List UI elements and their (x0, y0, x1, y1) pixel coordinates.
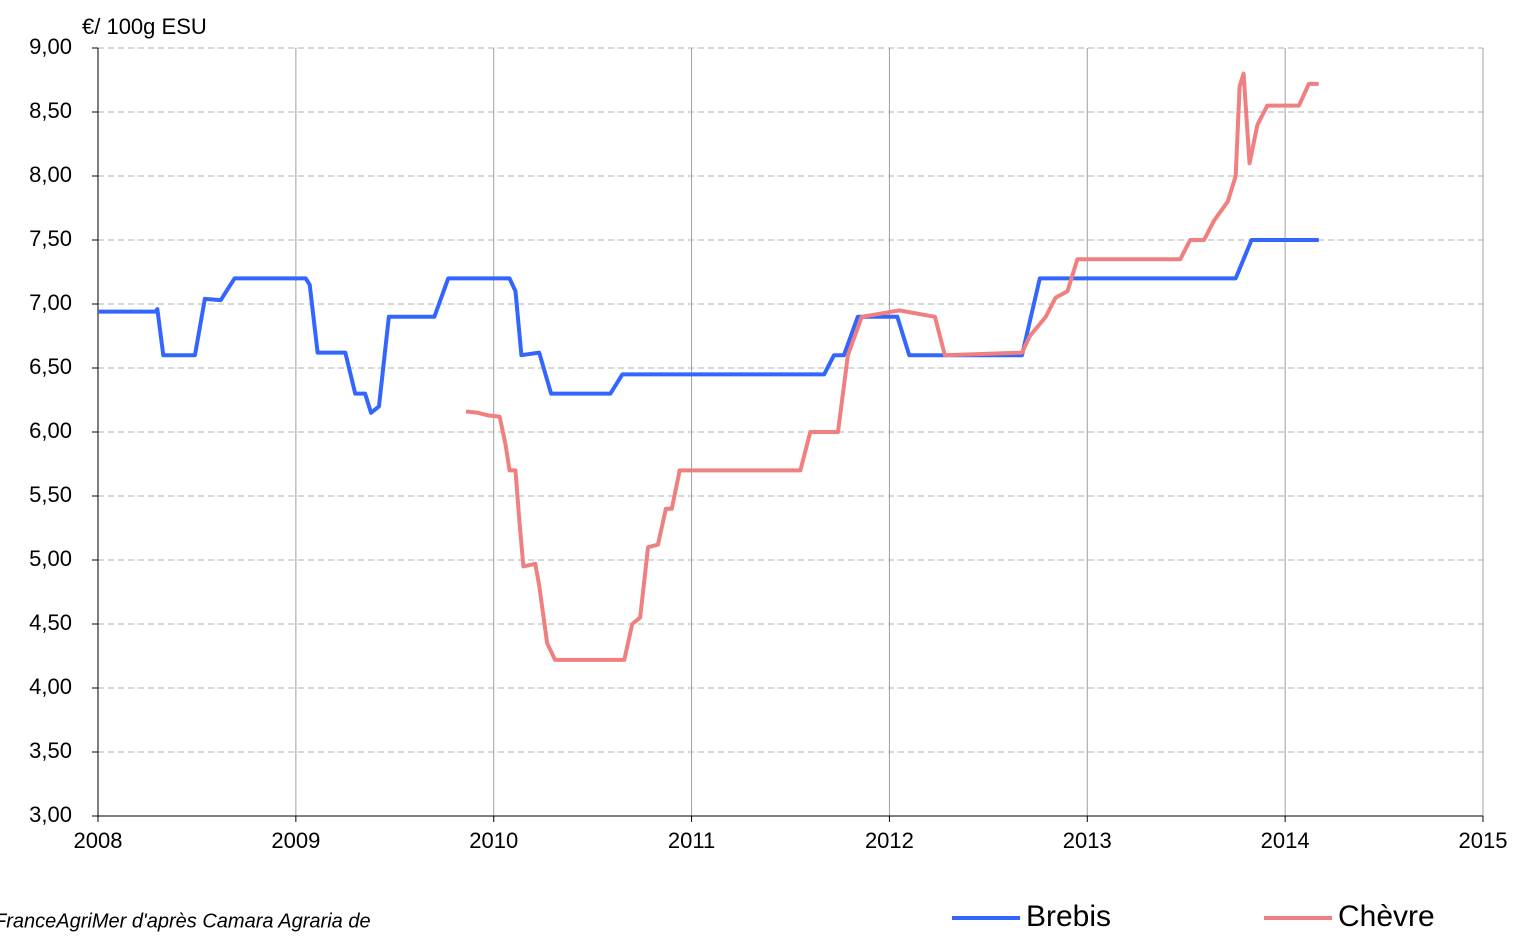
x-tick-label: 2008 (74, 828, 123, 853)
y-tick-label: 7,50 (29, 226, 72, 251)
source: FranceAgriMer d'après Camara Agraria de (0, 910, 371, 932)
y-tick-label: 6,50 (29, 354, 72, 379)
x-tick-label: 2012 (865, 828, 914, 853)
y-tick-label: 3,00 (29, 802, 72, 827)
y-tick-label: 4,00 (29, 674, 72, 699)
y-tick-label: 5,50 (29, 482, 72, 507)
x-tick-label: 2013 (1063, 828, 1112, 853)
y-axis-title: €/ 100g ESU (82, 14, 207, 39)
y-tick-label: 3,50 (29, 738, 72, 763)
legend-label: Chèvre (1338, 900, 1435, 933)
legend-label: Brebis (1026, 900, 1111, 933)
y-tick-label: 7,00 (29, 290, 72, 315)
y-tick-label: 4,50 (29, 610, 72, 635)
x-tick-label: 2014 (1261, 828, 1310, 853)
y-tick-label: 8,00 (29, 162, 72, 187)
y-tick-label: 6,00 (29, 418, 72, 443)
y-tick-label: 9,00 (29, 34, 72, 59)
y-tick-label: 5,00 (29, 546, 72, 571)
series-line (465, 71, 1319, 662)
x-tick-label: 2010 (469, 828, 518, 853)
x-tick-label: 2011 (668, 828, 715, 853)
x-tick-label: 2009 (271, 828, 320, 853)
series-line (98, 238, 1319, 415)
x-tick-label: 2015 (1459, 828, 1508, 853)
y-tick-label: 8,50 (29, 98, 72, 123)
